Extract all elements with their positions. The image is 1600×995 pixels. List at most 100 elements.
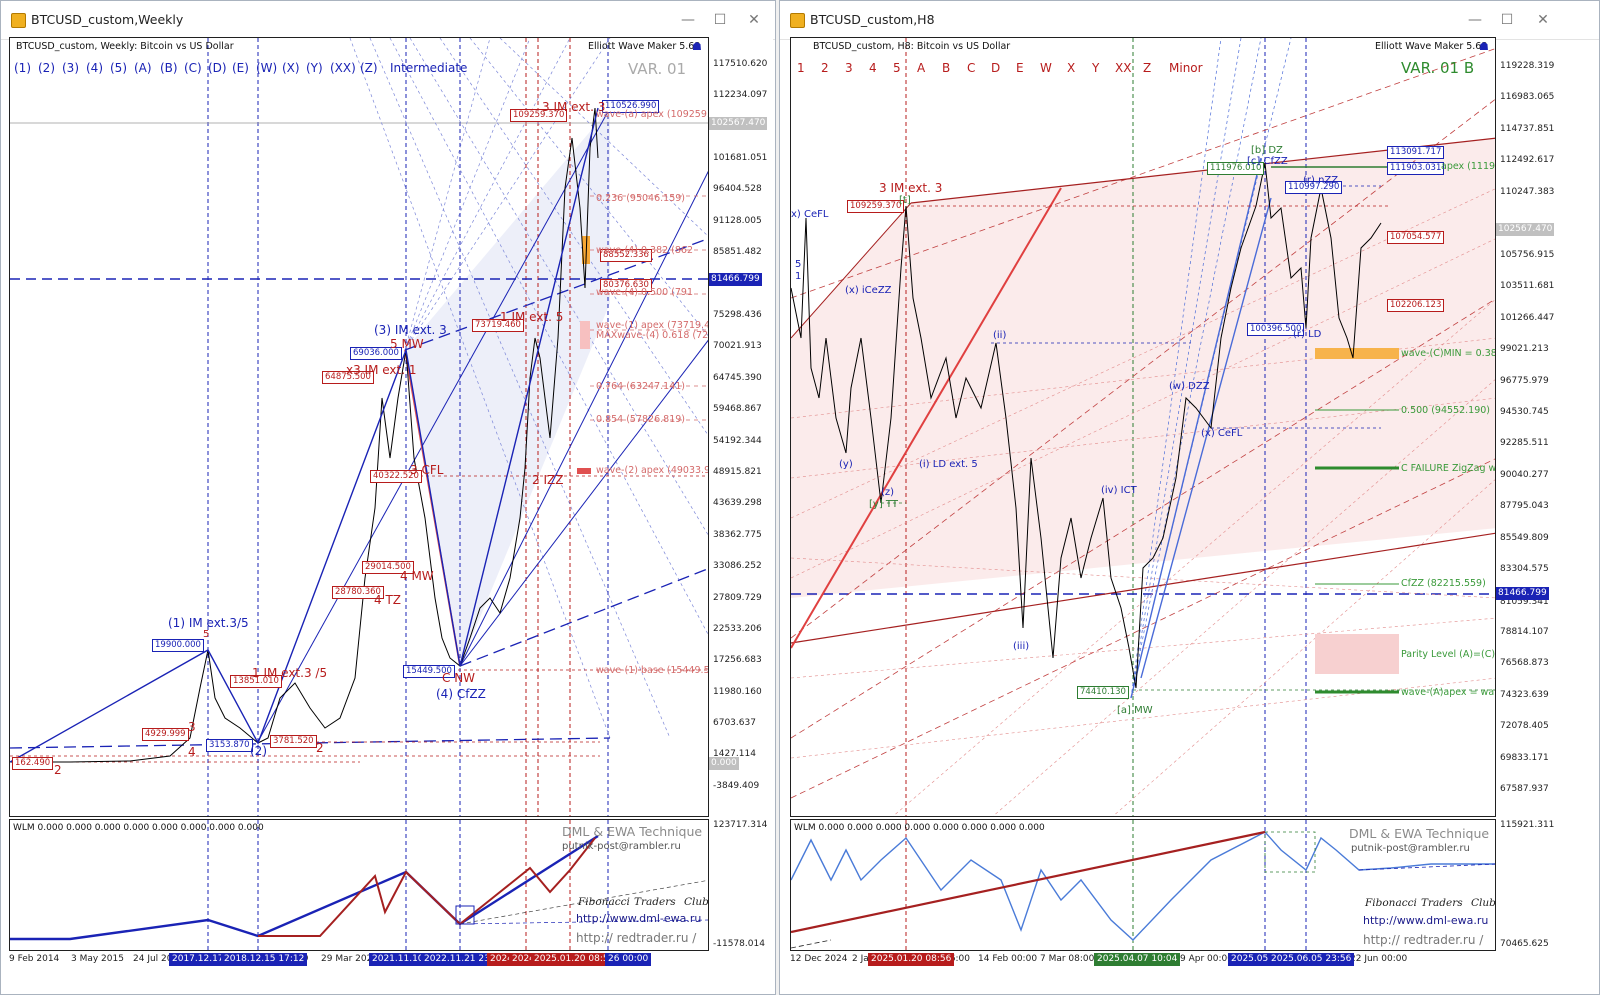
wave-label: [y] TT	[869, 499, 898, 510]
wave-label: (i) LD ext. 5	[919, 459, 978, 470]
time-axis-label: 22 Jun 00:00	[1350, 954, 1408, 964]
right-time-axis[interactable]: 12 Dec 2024 2 Ja 16:00 14 Feb 00:00 7 Ma…	[790, 951, 1496, 969]
left-titlebar[interactable]: BTCUSD_custom,Weekly — ☐ ✕	[1, 1, 775, 40]
wave-button[interactable]: (D)	[208, 61, 227, 75]
price-axis-label: 112492.617	[1500, 155, 1555, 165]
price-axis-label: 91128.005	[713, 216, 762, 226]
wave-label: (w) DZZ	[1169, 381, 1210, 392]
left-main-chart[interactable]: BTCUSD_custom, Weekly: Bitcoin vs US Dol…	[9, 37, 709, 817]
watermark-url[interactable]: http://www.dml-ewa.ru	[1363, 914, 1489, 927]
wave-button[interactable]: 2	[821, 61, 829, 75]
price-tag: 4929.999	[142, 728, 189, 741]
wave-label: (r) nZZ	[1303, 175, 1339, 186]
wave-button[interactable]: Z	[1143, 61, 1152, 75]
left-wlm-drawing	[10, 820, 708, 950]
price-axis-label: 72078.405	[1500, 721, 1549, 731]
time-tag: 26 00:00	[605, 953, 652, 966]
wave-button[interactable]: (A)	[134, 61, 152, 75]
price-tag: 80376.630	[600, 279, 652, 292]
left-price-axis[interactable]: 117510.620 112234.097 101681.051 96404.5…	[709, 37, 773, 817]
wave-degree-button[interactable]: Minor	[1169, 61, 1203, 75]
wave-label: 4 MW	[400, 569, 434, 583]
wave-label: (z)	[881, 487, 895, 498]
close-icon[interactable]: ✕	[1537, 12, 1549, 28]
wave-button[interactable]: (Z)	[360, 61, 378, 75]
wave-button[interactable]: 4	[869, 61, 877, 75]
current-price-tag: 102567.470	[1496, 223, 1555, 236]
price-axis-label: 85851.482	[713, 247, 762, 257]
watermark-email: putnik-post@rambler.ru	[562, 841, 681, 852]
right-chart-window[interactable]: BTCUSD_custom,H8 — ☐ ✕	[779, 0, 1600, 995]
wave-button[interactable]: (3)	[62, 61, 79, 75]
wlm-axis-label: 115921.311	[1500, 820, 1555, 830]
price-axis-label: 105756.915	[1500, 250, 1555, 260]
price-tag: 19900.000	[152, 639, 204, 652]
watermark-url[interactable]: http://www.dml-ewa.ru	[576, 912, 702, 925]
wave-button[interactable]: B	[942, 61, 951, 75]
right-titlebar[interactable]: BTCUSD_custom,H8 — ☐ ✕	[780, 1, 1599, 40]
left-wlm-subwindow[interactable]: WLM 0.000 0.000 0.000 0.000 0.000 0.000 …	[9, 819, 709, 951]
watermark-url[interactable]: http:// redtrader.ru /	[1363, 933, 1484, 947]
price-axis-label: 90040.277	[1500, 470, 1549, 480]
price-axis-label: 48915.821	[713, 467, 762, 477]
right-chart-drawing	[791, 38, 1495, 816]
time-tag: 2025.04.07 10:04	[1094, 953, 1181, 966]
wave-button[interactable]: (W)	[256, 61, 278, 75]
price-axis-label: 22533.206	[713, 624, 762, 634]
close-icon[interactable]: ✕	[748, 12, 760, 28]
wave-button[interactable]: (2)	[38, 61, 55, 75]
wave-button[interactable]: 5	[893, 61, 901, 75]
wave-button[interactable]: E	[1016, 61, 1024, 75]
left-time-axis[interactable]: 9 Feb 2014 3 May 2015 24 Jul 20 19 29 Ma…	[9, 951, 709, 969]
price-tag: 109259.370	[847, 200, 905, 213]
wave-button[interactable]: XX	[1115, 61, 1132, 75]
left-chart-window[interactable]: BTCUSD_custom,Weekly — ☐ ✕	[0, 0, 776, 995]
current-price-tag: 102567.470	[709, 117, 768, 130]
wave-button[interactable]: (1)	[14, 61, 31, 75]
time-axis-label: 2 Ja	[852, 954, 869, 964]
wave-button[interactable]: 3	[845, 61, 853, 75]
wave-label: 1 IM ext. 5	[500, 310, 564, 324]
wave-button[interactable]: (Y)	[306, 61, 323, 75]
time-tag: 2017.12.17	[169, 953, 227, 966]
time-axis-label: 3 May 2015	[71, 954, 124, 964]
wave-button[interactable]: (E)	[232, 61, 249, 75]
wave-button[interactable]: (X)	[282, 61, 300, 75]
right-main-chart[interactable]: BTCUSD_custom, H8: Bitcoin vs US Dollar …	[790, 37, 1496, 817]
wave-button[interactable]: (C)	[184, 61, 202, 75]
wave-button[interactable]: (4)	[86, 61, 103, 75]
price-axis-label: 99021.213	[1500, 344, 1549, 354]
wave-button[interactable]: Y	[1092, 61, 1100, 75]
minimize-icon[interactable]: —	[681, 12, 695, 28]
left-ewm-icon[interactable]: ☗	[692, 40, 702, 53]
wave-label: (iv) ICT	[1101, 485, 1137, 496]
price-axis-label: 64745.390	[713, 373, 762, 383]
price-tag: 110526.990	[602, 100, 660, 113]
maximize-icon[interactable]: ☐	[1500, 12, 1514, 28]
right-wlm-subwindow[interactable]: WLM 0.000 0.000 0.000 0.000 0.000 0.000 …	[790, 819, 1496, 951]
wave-button[interactable]: (B)	[160, 61, 178, 75]
right-wlm-axis: 115921.311 70465.625	[1496, 819, 1560, 951]
price-axis-label: 96404.528	[713, 184, 762, 194]
price-tag: 111976.010	[1207, 162, 1265, 175]
maximize-icon[interactable]: ☐	[713, 12, 727, 28]
left-var-label: VAR. 01	[628, 60, 687, 78]
right-ewm-icon[interactable]: ☗	[1479, 40, 1489, 53]
wave-button[interactable]: C	[967, 61, 976, 75]
fib-level-label: 0.854 (57826.819)	[596, 414, 686, 425]
wave-degree-button[interactable]: Intermediate	[390, 61, 468, 75]
wave-label: [t]	[899, 195, 911, 206]
minimize-icon[interactable]: —	[1468, 12, 1482, 28]
wave-button[interactable]: (XX)	[330, 61, 356, 75]
price-axis-label: 119228.319	[1500, 61, 1555, 71]
watermark-club: Club	[684, 896, 709, 908]
wave-button[interactable]: D	[991, 61, 1001, 75]
wave-button[interactable]: (5)	[110, 61, 127, 75]
wave-button[interactable]: A	[917, 61, 926, 75]
wave-button[interactable]: 1	[797, 61, 805, 75]
wave-label: 3	[188, 720, 196, 734]
wave-button[interactable]: X	[1067, 61, 1076, 75]
right-price-axis[interactable]: 119228.319 116983.065 114737.851 112492.…	[1496, 37, 1560, 817]
watermark-url[interactable]: http:// redtrader.ru /	[576, 931, 697, 945]
wave-button[interactable]: W	[1040, 61, 1052, 75]
